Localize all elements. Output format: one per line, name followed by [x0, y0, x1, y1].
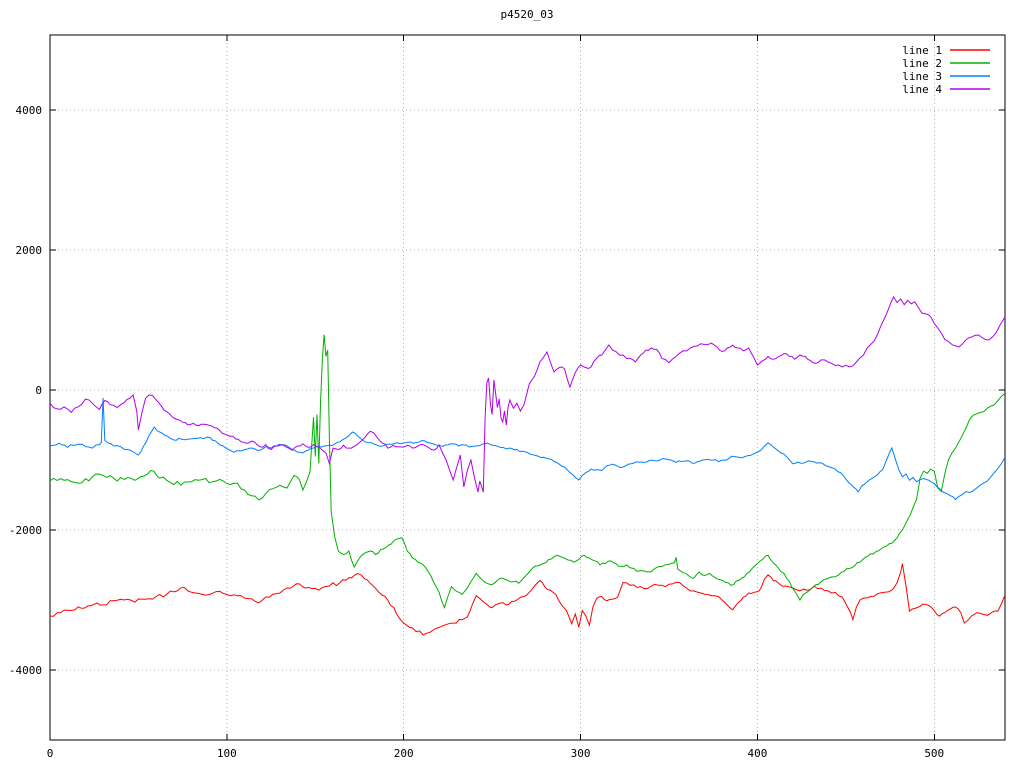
x-axis-tick-labels: 0 100 200 300 400 500	[47, 747, 945, 760]
y-axis-tick-labels: -4000 -2000 0 2000 4000	[9, 104, 42, 677]
x-tick-label: 400	[747, 747, 767, 760]
legend-label: line 4	[902, 83, 942, 96]
series-lines	[50, 295, 1005, 636]
legend-item: line 1	[902, 44, 990, 57]
y-tick-label: 2000	[16, 244, 43, 257]
y-tick-label: -4000	[9, 664, 42, 677]
series-line-3	[50, 397, 1005, 501]
legend-item: line 2	[902, 57, 990, 70]
axis-ticks	[49, 35, 1005, 740]
y-tick-label: 4000	[16, 104, 43, 117]
grid-lines	[49, 35, 1005, 740]
plot-border	[49, 34, 1006, 741]
series-line-4	[50, 295, 1005, 493]
series-line-1	[50, 563, 1005, 636]
x-tick-label: 500	[924, 747, 944, 760]
legend-item: line 4	[902, 83, 990, 96]
legend-label: line 1	[902, 44, 942, 57]
legend-item: line 3	[902, 70, 990, 83]
y-tick-label: -2000	[9, 524, 42, 537]
legend-label: line 2	[902, 57, 942, 70]
x-tick-label: 100	[217, 747, 237, 760]
chart-title: p4520_03	[501, 8, 554, 21]
series-line-2	[50, 334, 1005, 610]
y-tick-label: 0	[35, 384, 42, 397]
x-tick-label: 300	[571, 747, 591, 760]
x-tick-label: 200	[394, 747, 414, 760]
legend-label: line 3	[902, 70, 942, 83]
x-tick-label: 0	[47, 747, 54, 760]
